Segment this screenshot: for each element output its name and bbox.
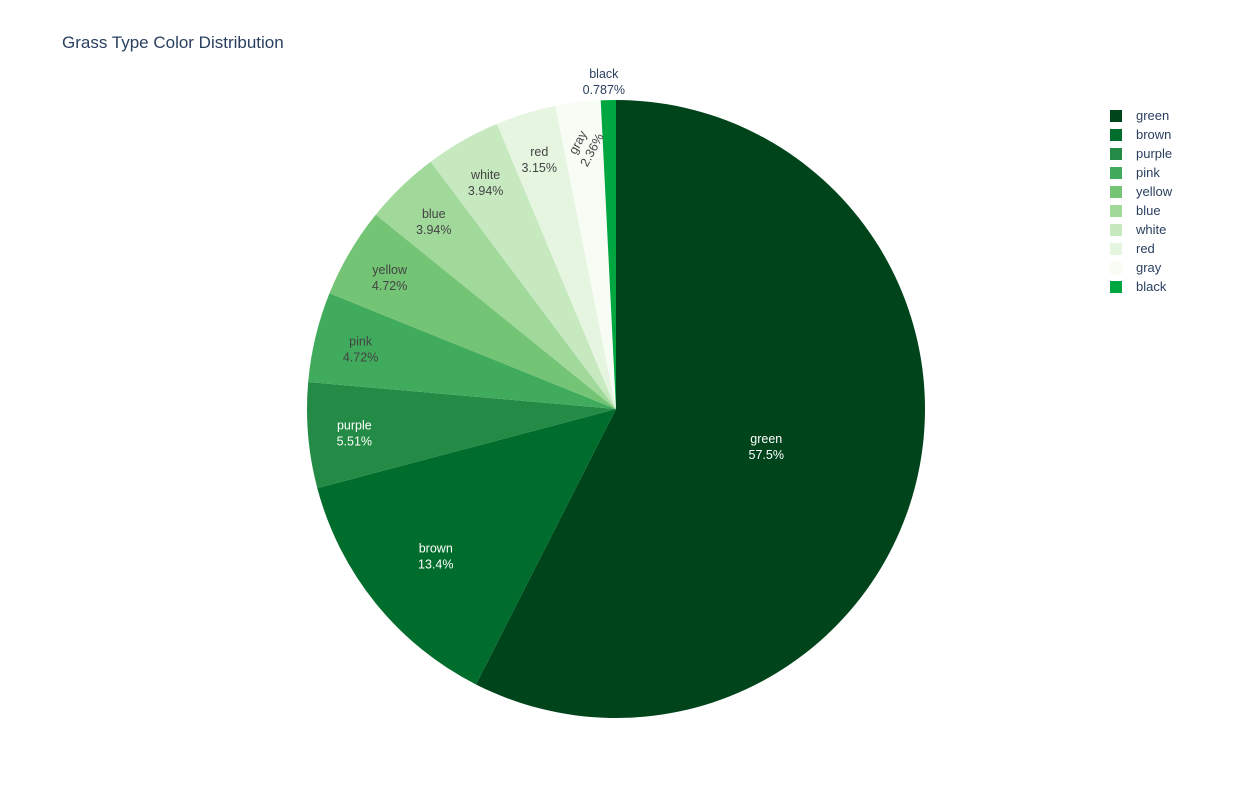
legend-swatch [1110,185,1122,198]
legend-item-pink[interactable]: pink [1110,163,1172,182]
pie-slice-blue[interactable] [375,161,616,409]
legend-swatch [1110,261,1122,274]
legend-swatch [1110,280,1122,293]
slice-name-purple: purple [337,418,372,432]
legend-item-yellow[interactable]: yellow [1110,182,1172,201]
pie-slice-green[interactable] [475,100,925,718]
slice-label-yellow: yellow 4.72% [372,263,408,293]
legend-item-purple[interactable]: purple [1110,144,1172,163]
legend-item-brown[interactable]: brown [1110,125,1172,144]
slice-label-blue: blue 3.94% [416,207,451,237]
slice-percent-black: 0.787% [583,83,625,97]
slice-name-green: green [750,432,782,446]
legend-label: yellow [1136,184,1173,199]
slice-percent-red: 3.15% [522,161,557,175]
legend-item-gray[interactable]: gray [1110,258,1172,277]
pie-slice-black[interactable] [600,100,616,409]
pie-slice-yellow[interactable] [329,214,616,409]
slice-name-white: white [470,168,500,182]
slice-label-green: green 57.5% [749,432,784,462]
legend-label: white [1136,222,1167,237]
pie-slice-white[interactable] [430,123,616,410]
slice-percent-brown: 13.4% [418,558,453,572]
legend-swatch [1110,166,1122,179]
slice-label-purple: purple 5.51% [337,418,372,448]
slice-label-pink: pink 4.72% [343,335,378,365]
pie-slice-purple[interactable] [307,382,616,489]
legend-label: black [1136,279,1167,294]
slice-percent-green: 57.5% [749,448,784,462]
legend-swatch [1110,242,1122,255]
legend: green brown purple pink yellow blue white red gr… [1110,106,1172,296]
legend-label: green [1136,108,1170,123]
pie-slice-brown[interactable] [317,409,616,685]
slice-label-black: black 0.787% [583,67,625,97]
chart-title: Grass Type Color Distribution [62,33,284,52]
legend-item-black[interactable]: black [1110,277,1172,296]
slice-name-brown: brown [419,542,453,556]
slice-name-blue: blue [422,207,446,221]
slice-percent-white: 3.94% [468,184,503,198]
legend-label: blue [1136,203,1161,218]
slice-label-white: white 3.94% [468,168,503,198]
slice-percent-pink: 4.72% [343,351,378,365]
legend-item-red[interactable]: red [1110,239,1172,258]
legend-swatch [1110,147,1122,160]
slice-name-pink: pink [349,335,373,349]
legend-item-white[interactable]: white [1110,220,1172,239]
pie-slice-pink[interactable] [308,293,616,409]
slice-name-red: red [530,145,548,159]
legend-swatch [1110,204,1122,217]
pie-slice-gray[interactable] [555,100,616,409]
legend-item-blue[interactable]: blue [1110,201,1172,220]
slice-label-brown: brown 13.4% [418,542,453,572]
slice-percent-purple: 5.51% [337,434,372,448]
legend-label: purple [1136,146,1173,161]
legend-label: red [1136,241,1155,256]
legend-swatch [1110,128,1122,141]
legend-label: brown [1136,127,1172,142]
legend-swatch [1110,223,1122,236]
slice-name-black: black [589,67,619,81]
slice-label-red: red 3.15% [522,145,557,175]
slice-percent-blue: 3.94% [416,223,451,237]
legend-swatch [1110,109,1122,122]
legend-label: gray [1136,260,1162,275]
legend-label: pink [1136,165,1160,180]
legend-item-green[interactable]: green [1110,106,1172,125]
pie-slice-red[interactable] [496,106,616,409]
slice-percent-yellow: 4.72% [372,279,407,293]
slice-name-yellow: yellow [372,263,408,277]
